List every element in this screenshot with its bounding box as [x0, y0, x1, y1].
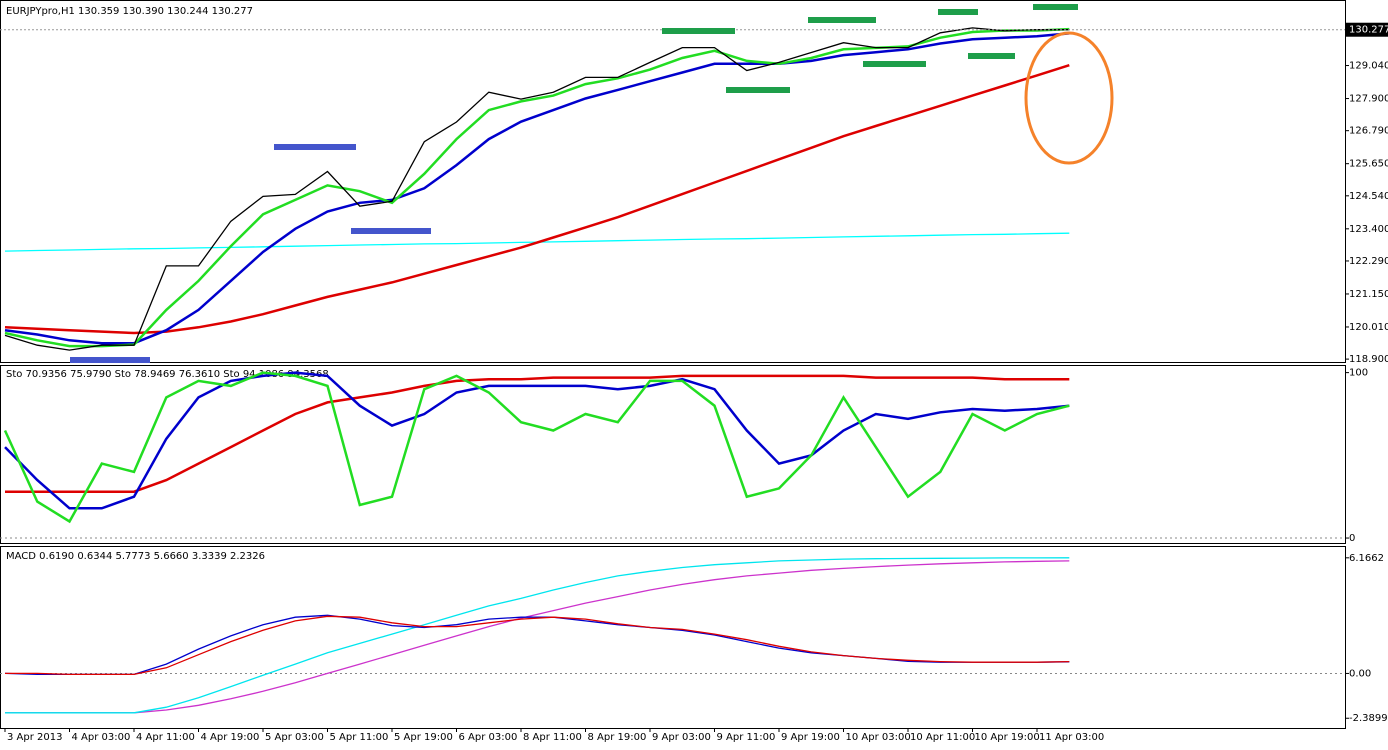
y-tick-label: 125.650: [1349, 159, 1388, 170]
x-tick-label: 9 Apr 03:00: [652, 732, 711, 743]
y-tick-label: 127.900: [1349, 94, 1388, 105]
y-tick-label: 120.010: [1349, 322, 1388, 333]
y-tick-label: 121.150: [1349, 289, 1388, 300]
marks: EURJPYpro,H1 130.359 130.390 130.244 130…: [0, 6, 1388, 743]
x-tick-label: 9 Apr 11:00: [717, 732, 776, 743]
x-tick-label: 4 Apr 11:00: [136, 732, 195, 743]
x-tick-label: 5 Apr 11:00: [330, 732, 389, 743]
series-line: [5, 374, 1070, 493]
price-label: 130.277: [1349, 25, 1388, 36]
sto-frame: [0, 365, 1346, 544]
y-tick-label: 122.290: [1349, 256, 1388, 267]
y-tick-label: 129.040: [1349, 61, 1388, 72]
series-line: [5, 557, 1070, 714]
x-tick-label: 5 Apr 19:00: [394, 732, 453, 743]
annotations: [70, 4, 1114, 363]
x-tick-label: 10 Apr 11:00: [910, 732, 975, 743]
x-tick-label: 11 Apr 03:00: [1039, 732, 1104, 743]
series-line: [4, 64, 1070, 335]
price-box: [1346, 22, 1388, 37]
x-tick-label: 8 Apr 11:00: [523, 732, 582, 743]
x-tick-label: 4 Apr 03:00: [72, 732, 131, 743]
panel-title: EURJPYpro,H1 130.359 130.390 130.244 130…: [6, 6, 253, 17]
x-tick-label: 9 Apr 19:00: [781, 732, 840, 743]
x-tick-label: 6 Apr 03:00: [459, 732, 518, 743]
panel-title: Sto 70.9356 75.9790 Sto 78.9469 76.3610 …: [6, 369, 329, 380]
x-tick-label: 10 Apr 19:00: [975, 732, 1040, 743]
series-line: [4, 371, 1070, 510]
x-tick-label: 5 Apr 03:00: [265, 732, 324, 743]
y-tick-label: 123.400: [1349, 224, 1388, 235]
x-tick-label: 4 Apr 19:00: [201, 732, 260, 743]
y-tick-label: 126.790: [1349, 126, 1388, 137]
y-tick-label: -2.3899: [1349, 713, 1388, 724]
main-frame: [0, 0, 1346, 363]
x-tick-label: 8 Apr 19:00: [588, 732, 647, 743]
y-tick-label: 118.900: [1349, 354, 1388, 365]
macd-frame: [0, 546, 1346, 729]
series-line: [5, 560, 1070, 714]
x-tick-label: 10 Apr 03:00: [846, 732, 911, 743]
y-tick-label: 124.540: [1349, 191, 1388, 202]
x-tick-label: 3 Apr 2013: [7, 732, 62, 743]
y-tick-label: 0: [1349, 533, 1355, 544]
highlight-ellipse: [1024, 31, 1114, 165]
series-line: [3, 371, 1070, 524]
y-tick-label: 6.1662: [1349, 553, 1384, 564]
series-line: [4, 27, 1070, 351]
y-tick-label: 0.00: [1349, 668, 1371, 679]
series-line: [5, 615, 1070, 676]
series-line: [4, 32, 1070, 345]
panel-title: MACD 0.6190 0.6344 5.7773 5.6660 3.3339 …: [6, 551, 265, 562]
y-tick-label: 100: [1349, 368, 1368, 379]
panel-frames: [0, 0, 1346, 729]
